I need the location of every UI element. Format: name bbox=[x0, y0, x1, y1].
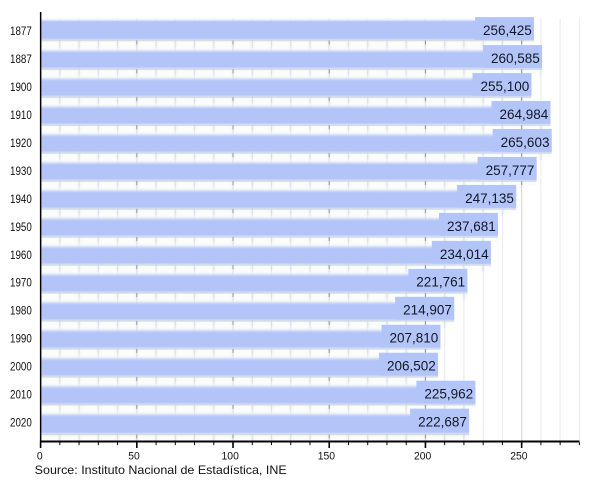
svg-text:237,681: 237,681 bbox=[447, 219, 496, 234]
svg-text:257,777: 257,777 bbox=[486, 163, 535, 178]
svg-text:206,502: 206,502 bbox=[387, 359, 436, 374]
svg-text:2000: 2000 bbox=[10, 362, 32, 374]
svg-text:2010: 2010 bbox=[10, 390, 32, 402]
svg-text:264,984: 264,984 bbox=[499, 107, 548, 122]
svg-text:1910: 1910 bbox=[10, 110, 32, 122]
svg-text:100: 100 bbox=[222, 450, 239, 462]
svg-text:150: 150 bbox=[318, 450, 335, 462]
svg-text:225,962: 225,962 bbox=[424, 387, 473, 402]
svg-text:222,687: 222,687 bbox=[418, 415, 467, 430]
svg-text:200: 200 bbox=[414, 450, 431, 462]
svg-text:1980: 1980 bbox=[10, 306, 32, 318]
svg-text:1920: 1920 bbox=[10, 138, 32, 150]
svg-text:0: 0 bbox=[37, 450, 43, 462]
svg-text:1877: 1877 bbox=[10, 26, 32, 38]
svg-text:256,425: 256,425 bbox=[483, 23, 532, 38]
svg-text:1950: 1950 bbox=[10, 222, 32, 234]
svg-text:207,810: 207,810 bbox=[389, 331, 438, 346]
svg-text:1960: 1960 bbox=[10, 250, 32, 262]
svg-text:250: 250 bbox=[510, 450, 527, 462]
svg-text:260,585: 260,585 bbox=[491, 51, 540, 66]
svg-text:1990: 1990 bbox=[10, 334, 32, 346]
svg-text:247,135: 247,135 bbox=[465, 191, 514, 206]
svg-text:221,761: 221,761 bbox=[416, 275, 465, 290]
svg-text:234,014: 234,014 bbox=[440, 247, 489, 262]
svg-text:1887: 1887 bbox=[10, 54, 32, 66]
svg-text:1970: 1970 bbox=[10, 278, 32, 290]
svg-text:50: 50 bbox=[128, 450, 140, 462]
svg-text:1940: 1940 bbox=[10, 194, 32, 206]
svg-text:1900: 1900 bbox=[10, 82, 32, 94]
svg-text:214,907: 214,907 bbox=[403, 303, 452, 318]
svg-text:2020: 2020 bbox=[10, 418, 32, 430]
svg-text:1930: 1930 bbox=[10, 166, 32, 178]
svg-text:265,603: 265,603 bbox=[501, 135, 550, 150]
svg-text:Source: Instituto Nacional de: Source: Instituto Nacional de Estadístic… bbox=[35, 464, 287, 477]
svg-text:255,100: 255,100 bbox=[480, 79, 529, 94]
